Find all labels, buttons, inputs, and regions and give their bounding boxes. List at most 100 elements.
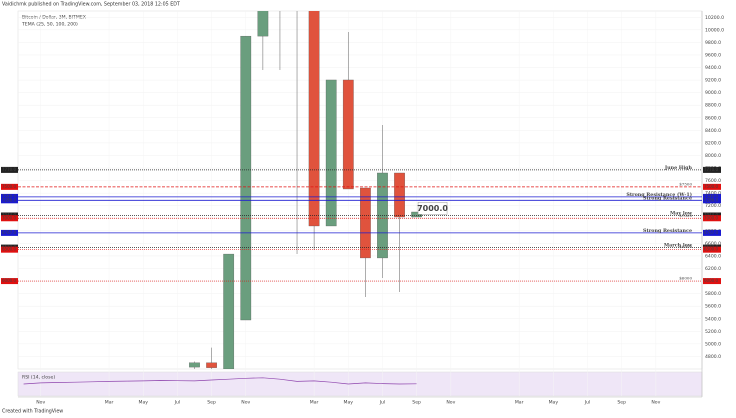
- y-tick-label: 4800.0: [705, 354, 721, 360]
- y-tick-label: 5200.0: [705, 329, 721, 335]
- level-tag-label: 6767.0: [2, 230, 16, 235]
- x-tick-label: Nov: [241, 400, 250, 406]
- candle-body: [325, 79, 337, 227]
- y-tick-label: 9200.0: [705, 78, 721, 84]
- level-tag-label: 7770.0: [2, 167, 16, 172]
- level-name: Strong Resistance: [643, 228, 692, 234]
- y-tick-label: 10000.0: [705, 27, 724, 33]
- rsi-pane: [17, 371, 703, 397]
- candle-body: [360, 187, 371, 259]
- level-name: Strong Resistance (W-1): [626, 191, 692, 198]
- level-tag-label: 7286.0: [704, 197, 718, 202]
- x-tick-label: May: [138, 400, 148, 406]
- annotation-text: 7000.0: [417, 204, 448, 213]
- level-tag-label: 6000.0: [2, 278, 16, 283]
- candle-body: [206, 362, 217, 368]
- level-tag: [1, 197, 18, 204]
- level-name: March low: [664, 243, 693, 249]
- level-name: May low: [670, 210, 693, 216]
- y-tick-label: 8000.0: [705, 153, 721, 159]
- x-tick-label: Jul: [379, 400, 386, 406]
- level-tag: [1, 215, 18, 222]
- x-tick-label: Nov: [446, 400, 455, 406]
- x-tick-label: May: [549, 400, 559, 406]
- x-tick-label: Mar: [515, 400, 524, 406]
- level-name: $7500: [679, 181, 692, 186]
- y-tick-label: 5600.0: [705, 304, 721, 310]
- x-tick-label: Sep: [412, 400, 421, 406]
- level-tag-label: 6767.0: [704, 230, 718, 235]
- y-tick-label: 5400.0: [705, 316, 721, 322]
- x-tick-label: May: [344, 400, 354, 406]
- y-tick-label: 8200.0: [705, 140, 721, 146]
- level-tag: [703, 197, 721, 204]
- level-tag: [703, 229, 721, 236]
- rsi-label: RSI (14, close): [22, 375, 55, 381]
- y-tick-label: 9000.0: [705, 90, 721, 96]
- y-tick-label: 9600.0: [705, 52, 721, 58]
- x-tick-label: Mar: [105, 400, 114, 406]
- level-tag: [703, 278, 721, 285]
- level-tag: [1, 278, 18, 285]
- candle-body: [394, 172, 405, 218]
- candle-body: [189, 362, 200, 368]
- candle-body: [257, 11, 269, 37]
- level-tag: [703, 193, 721, 200]
- publisher: Vaidichmk published on TradingView.com, …: [2, 2, 180, 8]
- x-tick-label: Jul: [584, 400, 591, 406]
- chart-subtitle: TEMA (25, 50, 100, 200): [21, 22, 78, 28]
- level-tag: [1, 183, 18, 190]
- level-tag-label: 7000.0: [704, 215, 718, 220]
- y-tick-label: 6400.0: [705, 253, 721, 259]
- x-tick-label: Sep: [207, 400, 216, 406]
- level-name: $7000: [679, 213, 692, 218]
- level-tag-label: 7500.0: [704, 184, 718, 189]
- x-tick-label: Jul: [174, 400, 181, 406]
- level-tag-label: 7500.0: [2, 184, 16, 189]
- y-tick-label: 7600.0: [705, 178, 721, 184]
- rsi-line: [23, 377, 417, 385]
- y-tick-label: 7400.0: [705, 191, 721, 197]
- annotation-pointer: [411, 213, 419, 219]
- y-tick-label: 5000.0: [705, 341, 721, 347]
- level-tag: [1, 166, 18, 173]
- y-tick-label: 8600.0: [705, 115, 721, 121]
- level-tag: [703, 183, 721, 190]
- candle-body: [240, 35, 252, 321]
- level-tag-label: 7340.0: [704, 194, 718, 199]
- level-tag-label: 7044.0: [704, 212, 718, 217]
- candle-body: [308, 11, 320, 227]
- level-tag: [703, 166, 721, 173]
- y-tick-label: 7200.0: [705, 203, 721, 209]
- level-tag-label: 7286.0: [2, 197, 16, 202]
- candle-body: [342, 79, 354, 190]
- level-name: $6000: [679, 276, 692, 281]
- y-tick-label: 6200.0: [705, 266, 721, 272]
- y-tick-label: 9800.0: [705, 40, 721, 46]
- level-name: June High: [664, 165, 693, 171]
- level-tag: [703, 246, 721, 253]
- x-tick-label: Sep: [617, 400, 626, 406]
- level-tag-label: 6500.0: [2, 247, 16, 252]
- y-tick-label: 8400.0: [705, 128, 721, 134]
- level-tag-label: 7340.0: [2, 194, 16, 199]
- level-tag: [1, 229, 18, 236]
- level-tag-label: 7000.0: [2, 215, 16, 220]
- x-tick-label: Nov: [651, 400, 660, 406]
- y-tick-label: 6600.0: [705, 241, 721, 247]
- y-tick-label: 10200.0: [705, 15, 724, 21]
- level-tag-label: 7044.0: [2, 212, 16, 217]
- level-tag: [1, 246, 18, 253]
- level-name: Strong Resistance: [643, 195, 692, 201]
- x-tick-label: Mar: [310, 400, 319, 406]
- level-tag-label: 7770.0: [704, 167, 718, 172]
- level-tag-label: 6500.0: [704, 247, 718, 252]
- y-tick-label: 8800.0: [705, 103, 721, 109]
- footer: Created with TradingView: [2, 409, 63, 415]
- annotation-box: [417, 202, 448, 215]
- y-tick-label: 5800.0: [705, 291, 721, 297]
- level-tag: [1, 193, 18, 200]
- level-tag: [703, 215, 721, 222]
- level-tag-label: 6000.0: [704, 278, 718, 283]
